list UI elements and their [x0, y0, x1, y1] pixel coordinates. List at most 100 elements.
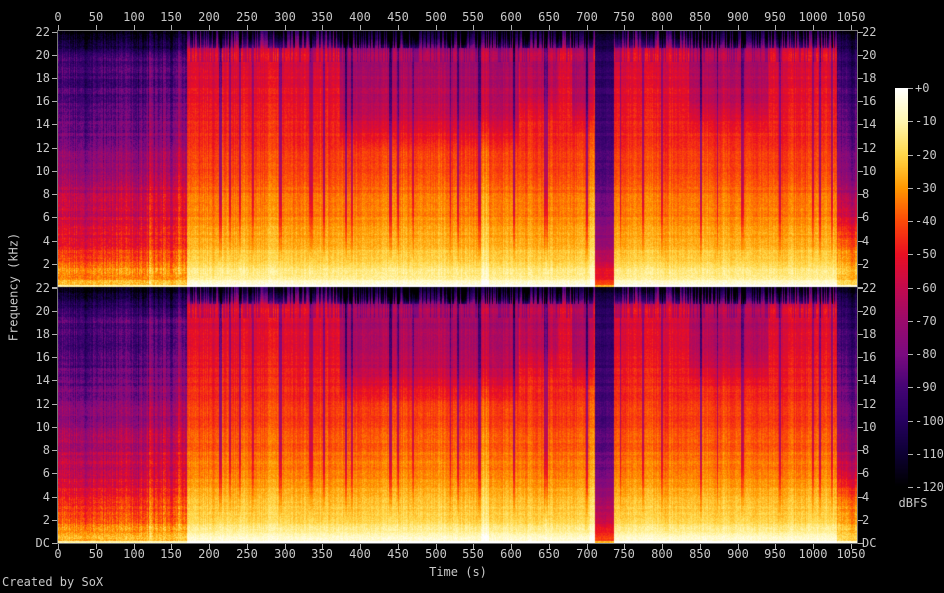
- x-tick-label-bottom: 150: [160, 547, 182, 561]
- colorbar-tick: [908, 354, 913, 355]
- x-tick-top: [285, 25, 286, 30]
- x-tick-bottom: [624, 544, 625, 549]
- y-tick-label-right: 14: [862, 373, 877, 387]
- x-tick-bottom: [58, 544, 59, 549]
- y-tick-label-right: 6: [862, 466, 870, 480]
- colorbar-tick-label: -80: [915, 347, 937, 361]
- x-tick-label-top: 950: [764, 10, 786, 24]
- x-tick-label-top: 850: [689, 10, 711, 24]
- spectrogram-canvas: [58, 31, 857, 543]
- x-tick-label-top: 450: [387, 10, 409, 24]
- y-tick-label-right: 14: [862, 117, 877, 131]
- x-tick-top: [398, 25, 399, 30]
- x-tick-label-top: 700: [576, 10, 598, 24]
- colorbar-tick: [908, 387, 913, 388]
- x-tick-label-top: 400: [349, 10, 371, 24]
- x-tick-bottom: [209, 544, 210, 549]
- y-tick-label-right: 16: [862, 94, 877, 108]
- x-tick-bottom: [775, 544, 776, 549]
- y-tick-left: [52, 543, 57, 544]
- y-tick-right: [858, 194, 863, 195]
- y-tick-label-right: 8: [862, 187, 870, 201]
- y-tick-label-left: 20: [35, 304, 50, 318]
- colorbar-tick-label: -120: [915, 480, 944, 494]
- x-tick-label-bottom: 400: [349, 547, 371, 561]
- y-tick-right: [858, 311, 863, 312]
- y-tick-label-right: 18: [862, 71, 877, 85]
- x-tick-label-top: 900: [727, 10, 749, 24]
- y-tick-right: [858, 357, 863, 358]
- y-tick-left: [52, 334, 57, 335]
- y-tick-label-right: 18: [862, 327, 877, 341]
- y-tick-right: [858, 287, 863, 288]
- colorbar-tick: [908, 88, 913, 89]
- y-tick-label-left: 16: [35, 350, 50, 364]
- x-tick-label-bottom: 950: [764, 547, 786, 561]
- x-tick-label-top: 1050: [836, 10, 866, 24]
- x-tick-label-bottom: 700: [576, 547, 598, 561]
- y-tick-label-left: 18: [35, 71, 50, 85]
- x-tick-top: [473, 25, 474, 30]
- y-tick-label-left: 2: [42, 513, 50, 527]
- x-tick-label-top: 300: [274, 10, 296, 24]
- y-tick-label-right: 2: [862, 513, 870, 527]
- y-tick-right: [858, 473, 863, 474]
- x-tick-label-bottom: 550: [462, 547, 484, 561]
- x-tick-bottom: [285, 544, 286, 549]
- colorbar-tick: [908, 254, 913, 255]
- y-tick-label-right: 10: [862, 420, 877, 434]
- colorbar-tick-label: -20: [915, 148, 937, 162]
- x-tick-bottom: [813, 544, 814, 549]
- x-tick-top: [549, 25, 550, 30]
- y-tick-left: [52, 101, 57, 102]
- x-tick-top: [322, 25, 323, 30]
- x-tick-bottom: [700, 544, 701, 549]
- x-tick-label-bottom: 250: [236, 547, 258, 561]
- x-tick-top: [511, 25, 512, 30]
- y-tick-label-right: 8: [862, 443, 870, 457]
- y-tick-left: [52, 264, 57, 265]
- x-tick-bottom: [511, 544, 512, 549]
- y-tick-label-left: DC: [35, 536, 50, 550]
- x-tick-label-top: 600: [500, 10, 522, 24]
- y-tick-left: [52, 241, 57, 242]
- colorbar: [895, 88, 908, 487]
- y-tick-right: [858, 404, 863, 405]
- x-tick-label-top: 800: [651, 10, 673, 24]
- x-tick-label-bottom: 0: [54, 547, 62, 561]
- y-tick-right: [858, 101, 863, 102]
- y-tick-right: [858, 264, 863, 265]
- x-tick-bottom: [398, 544, 399, 549]
- x-tick-top: [360, 25, 361, 30]
- x-tick-label-top: 350: [311, 10, 333, 24]
- y-tick-left: [52, 427, 57, 428]
- x-tick-top: [662, 25, 663, 30]
- x-tick-top: [775, 25, 776, 30]
- y-tick-label-left: 6: [42, 210, 50, 224]
- x-tick-top: [813, 25, 814, 30]
- x-tick-top: [624, 25, 625, 30]
- y-tick-right: [858, 450, 863, 451]
- x-axis-title: Time (s): [429, 565, 487, 579]
- y-tick-right: [858, 427, 863, 428]
- y-tick-label-right: 6: [862, 210, 870, 224]
- x-tick-bottom: [473, 544, 474, 549]
- y-tick-label-left: 10: [35, 420, 50, 434]
- colorbar-tick-label: -10: [915, 114, 937, 128]
- colorbar-tick: [908, 121, 913, 122]
- y-tick-right: [858, 288, 863, 289]
- x-tick-top: [851, 25, 852, 30]
- x-tick-bottom: [738, 544, 739, 549]
- x-tick-top: [436, 25, 437, 30]
- x-tick-top: [700, 25, 701, 30]
- y-tick-left: [52, 404, 57, 405]
- x-tick-label-bottom: 500: [425, 547, 447, 561]
- y-tick-left: [52, 497, 57, 498]
- x-tick-label-top: 0: [54, 10, 62, 24]
- x-tick-label-bottom: 450: [387, 547, 409, 561]
- x-tick-label-top: 250: [236, 10, 258, 24]
- y-tick-label-right: 2: [862, 257, 870, 271]
- y-tick-left: [52, 78, 57, 79]
- x-tick-bottom: [436, 544, 437, 549]
- y-tick-right: [858, 334, 863, 335]
